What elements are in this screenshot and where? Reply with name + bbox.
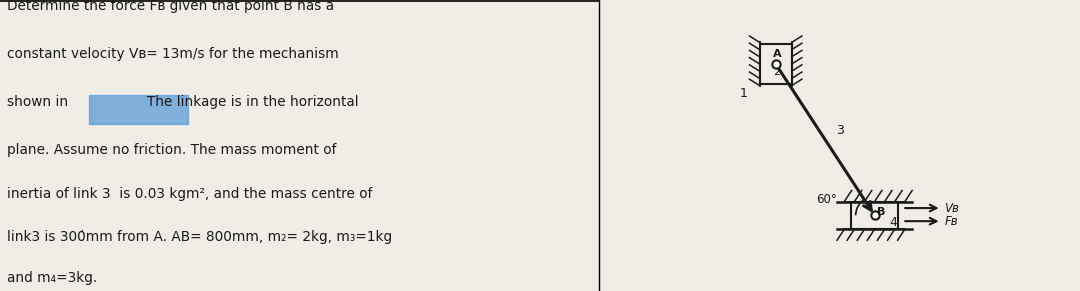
Text: 60°: 60° <box>816 193 837 206</box>
Bar <box>759 44 792 84</box>
Text: inertia of link 3  is 0.03 kgm², and the mass centre of: inertia of link 3 is 0.03 kgm², and the … <box>8 187 373 201</box>
Text: and m₄=3kg.: and m₄=3kg. <box>8 271 97 285</box>
Text: Fʙ: Fʙ <box>944 215 958 228</box>
Text: B: B <box>877 207 886 217</box>
Text: 3: 3 <box>836 125 843 137</box>
Text: shown in                  The linkage is in the horizontal: shown in The linkage is in the horizonta… <box>8 95 359 109</box>
Text: 2: 2 <box>773 67 781 77</box>
Text: Vʙ: Vʙ <box>944 202 959 214</box>
Bar <box>851 201 897 229</box>
Text: Determine the force Fʙ given that point B has a: Determine the force Fʙ given that point … <box>8 0 335 13</box>
Text: plane. Assume no friction. The mass moment of: plane. Assume no friction. The mass mome… <box>8 143 337 157</box>
Text: link3 is 300̇mm from A. AB= 800mm, m₂= 2kg, m₃=1kg: link3 is 300̇mm from A. AB= 800mm, m₂= 2… <box>8 230 392 244</box>
Text: constant velocity Vʙ= 13m/s for the mechanism: constant velocity Vʙ= 13m/s for the mech… <box>8 47 339 61</box>
Text: 1: 1 <box>740 87 747 100</box>
Text: A: A <box>773 49 782 59</box>
Text: 4: 4 <box>890 216 897 229</box>
Bar <box>89 95 188 124</box>
